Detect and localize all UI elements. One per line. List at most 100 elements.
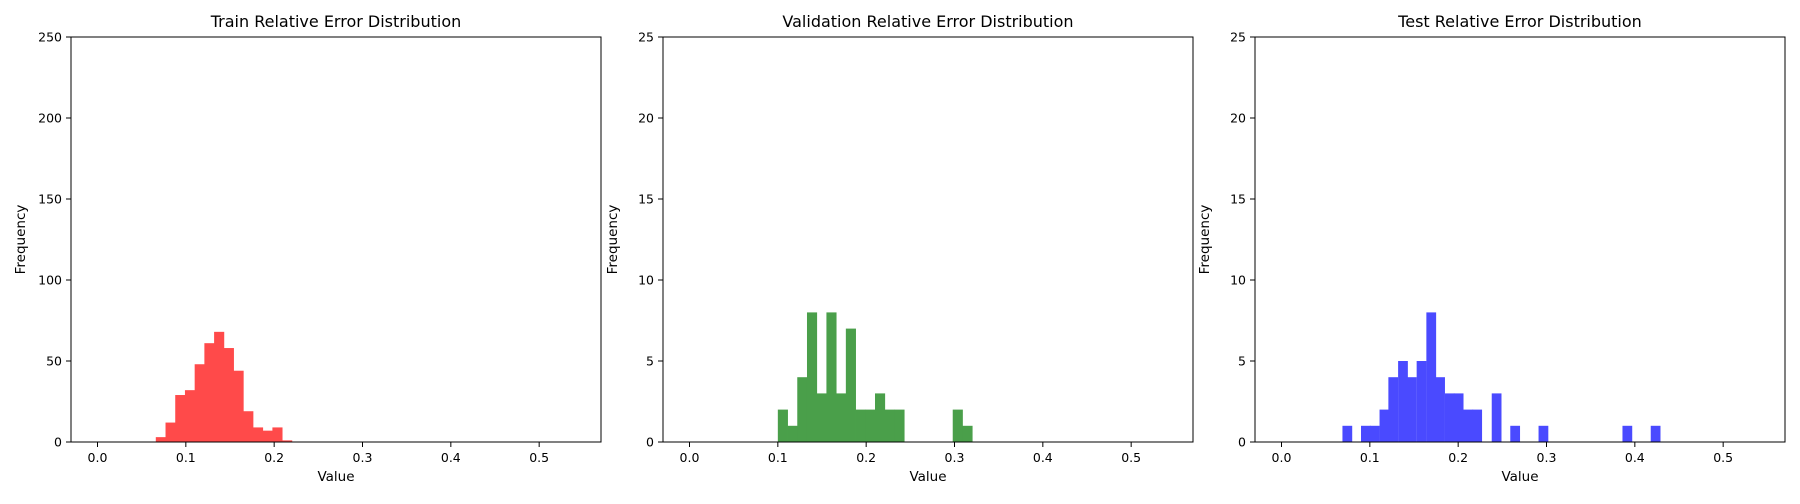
test-bar-2 <box>1369 425 1380 442</box>
train-xtick-label-1: 0.1 <box>176 450 196 465</box>
validation-xtick-label-2: 0.2 <box>856 450 876 465</box>
validation-bar-6 <box>836 393 847 442</box>
validation-x-axis-label: Value <box>909 469 946 485</box>
validation-xtick-label-0: 0.0 <box>680 450 700 465</box>
train-bar-11 <box>262 430 273 442</box>
train-bars <box>155 331 293 442</box>
test-ytick-label-2: 10 <box>1230 273 1246 288</box>
train-ytick-label-2: 100 <box>38 273 62 288</box>
train-bar-7 <box>223 348 234 442</box>
train-bar-5 <box>204 343 215 442</box>
test-x-axis-label: Value <box>1501 469 1538 485</box>
test-xtick-label-3: 0.3 <box>1537 450 1557 465</box>
test-ytick-label-5: 25 <box>1230 30 1246 45</box>
train-bar-0 <box>155 437 166 442</box>
test-bar-3 <box>1379 409 1390 442</box>
test-bar-0 <box>1342 425 1353 442</box>
train-ytick-label-5: 250 <box>38 30 62 45</box>
train-xtick-label-5: 0.5 <box>529 450 549 465</box>
train-ytick-label-3: 150 <box>38 192 62 207</box>
train-x-axis-label: Value <box>317 469 354 485</box>
test-xtick-label-2: 0.2 <box>1448 450 1468 465</box>
test-bar-6 <box>1406 377 1417 442</box>
validation-chart-title: Validation Relative Error Distribution <box>782 12 1073 31</box>
train-axes-frame <box>70 36 602 443</box>
train-chart-title: Train Relative Error Distribution <box>210 12 462 31</box>
validation-y-axis-label: Frequency <box>605 205 621 275</box>
validation-bar-8 <box>855 409 866 442</box>
test-bar-8 <box>1426 312 1437 442</box>
validation-bar-11 <box>884 409 895 442</box>
validation-bar-7 <box>845 328 856 442</box>
train-bar-10 <box>252 427 264 442</box>
validation-xtick-label-5: 0.5 <box>1121 450 1141 465</box>
train-bar-3 <box>184 390 196 442</box>
train-bar-6 <box>214 331 225 442</box>
validation-ytick-label-2: 10 <box>638 273 654 288</box>
test-y-axis-label: Frequency <box>1197 205 1213 275</box>
validation-xtick-label-4: 0.4 <box>1033 450 1053 465</box>
test-bar-11 <box>1453 393 1464 442</box>
test-bars <box>1342 312 1661 442</box>
validation-ytick-label-3: 15 <box>638 192 654 207</box>
test-chart-title: Test Relative Error Distribution <box>1397 12 1642 31</box>
test-bar-18 <box>1650 425 1661 442</box>
test-bar-9 <box>1435 377 1445 442</box>
train-bar-9 <box>243 411 254 442</box>
validation-ytick-label-0: 0 <box>646 435 654 450</box>
test-bar-1 <box>1361 425 1371 442</box>
train-bar-1 <box>165 422 176 442</box>
train-ytick-label-1: 50 <box>46 354 62 369</box>
validation-bar-3 <box>806 312 818 442</box>
validation-bars <box>777 312 973 442</box>
validation-bar-5 <box>826 312 837 442</box>
validation-xtick-label-3: 0.3 <box>945 450 965 465</box>
train-bar-12 <box>272 427 283 442</box>
test-bar-7 <box>1416 361 1427 442</box>
validation-bar-10 <box>875 393 886 442</box>
train-bar-4 <box>194 364 205 442</box>
train-chart: 0.0 0.1 0.2 0.3 0.4 0.5 0 50 100 150 200 250 Train R… <box>13 12 602 485</box>
test-bar-12 <box>1463 409 1474 442</box>
test-ytick-label-0: 0 <box>1238 435 1246 450</box>
test-ytick-label-4: 20 <box>1230 111 1246 126</box>
validation-bar-4 <box>816 393 827 442</box>
validation-bar-2 <box>797 377 808 442</box>
validation-bar-1 <box>787 425 798 442</box>
validation-axes-frame <box>662 36 1194 443</box>
test-bar-16 <box>1538 425 1549 442</box>
train-xtick-label-4: 0.4 <box>441 450 461 465</box>
validation-xtick-label-1: 0.1 <box>768 450 788 465</box>
validation-bar-13 <box>952 409 963 442</box>
train-bar-8 <box>233 370 244 442</box>
test-bar-4 <box>1388 377 1399 442</box>
test-ytick-label-1: 5 <box>1238 354 1246 369</box>
train-y-axis-label: Frequency <box>13 205 29 275</box>
test-bar-15 <box>1510 425 1521 442</box>
test-bar-10 <box>1444 393 1455 442</box>
validation-chart: 0.0 0.1 0.2 0.3 0.4 0.5 0 5 10 15 20 25 Validation R… <box>605 12 1194 485</box>
test-xtick-label-1: 0.1 <box>1360 450 1380 465</box>
validation-bar-0 <box>777 409 788 442</box>
test-bar-5 <box>1398 361 1408 442</box>
test-bar-14 <box>1491 393 1502 442</box>
test-ytick-label-3: 15 <box>1230 192 1246 207</box>
test-xtick-label-5: 0.5 <box>1713 450 1733 465</box>
validation-ytick-label-1: 5 <box>646 354 654 369</box>
test-chart: 0.0 0.1 0.2 0.3 0.4 0.5 0 5 10 15 20 25 Test Relativ… <box>1197 12 1786 485</box>
train-ytick-label-4: 200 <box>38 111 62 126</box>
validation-bar-12 <box>894 409 905 442</box>
train-xtick-label-3: 0.3 <box>353 450 373 465</box>
test-xtick-label-4: 0.4 <box>1625 450 1645 465</box>
test-bar-17 <box>1622 425 1633 442</box>
test-bar-13 <box>1472 409 1483 442</box>
validation-ytick-label-5: 25 <box>638 30 654 45</box>
validation-bar-9 <box>865 409 876 442</box>
train-ytick-label-0: 0 <box>54 435 62 450</box>
validation-ytick-label-4: 20 <box>638 111 654 126</box>
validation-bar-14 <box>962 425 973 442</box>
train-xtick-label-0: 0.0 <box>88 450 108 465</box>
train-bar-2 <box>175 395 186 442</box>
